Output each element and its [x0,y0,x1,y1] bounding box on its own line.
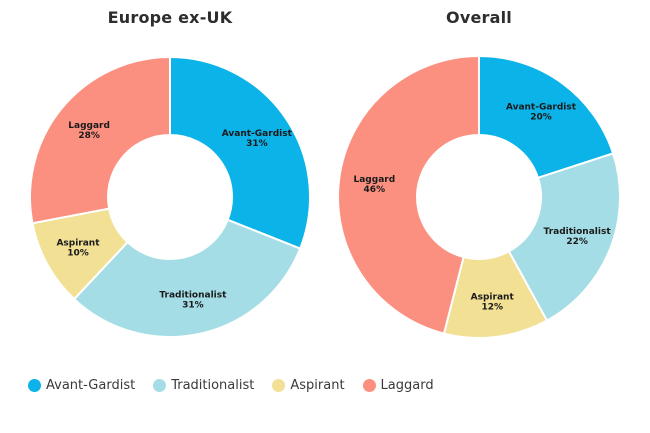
legend-swatch-icon [272,379,286,392]
legend-swatch-icon [362,379,376,392]
segment-label: Avant-Gardist 20% [506,103,577,123]
chart-title-overall: Overall [446,8,512,27]
legend-swatch-icon [28,379,41,392]
donut-segment-traditionalist[interactable] [72,218,302,338]
segment-label: Avant-Gardist 31% [222,129,293,149]
legend-label: Avant-Gardist [46,378,136,393]
legend-item-laggard[interactable]: Laggard [362,378,434,393]
segment-label: Traditionalist 31% [159,290,227,310]
donut-segment-laggard[interactable] [29,55,171,225]
legend-label: Laggard [380,378,434,393]
legend-item-aspirant[interactable]: Aspirant [272,378,345,393]
segment-label: Aspirant 12% [471,293,515,313]
donut-segment-traditionalist[interactable] [507,152,621,322]
segment-label: Traditionalist 22% [544,227,612,247]
donut-segment-avant-gardist[interactable] [169,55,311,250]
segment-label: Laggard 28% [68,121,110,141]
donut-segment-avant-gardist[interactable] [478,54,615,180]
legend: Avant-Gardist Traditionalist Aspirant La… [28,378,452,393]
donut-segment-laggard[interactable] [337,54,480,335]
donut-europe-ex-uk: Avant-Gardist 31% Traditionalist 31% Aspiran… [29,55,311,338]
donut-overall: Avant-Gardist 20% Traditionalist 22% Aspiran… [337,54,621,339]
legend-item-traditionalist[interactable]: Traditionalist [153,378,254,393]
segment-label: Aspirant 10% [56,239,100,259]
legend-item-avant-gardist[interactable]: Avant-Gardist [28,378,135,393]
legend-label: Traditionalist [171,378,255,393]
segment-label: Laggard 46% [354,175,396,195]
legend-label: Aspirant [290,378,345,393]
chart-title-europe-ex-uk: Europe ex-UK [107,8,233,27]
legend-swatch-icon [153,379,167,392]
